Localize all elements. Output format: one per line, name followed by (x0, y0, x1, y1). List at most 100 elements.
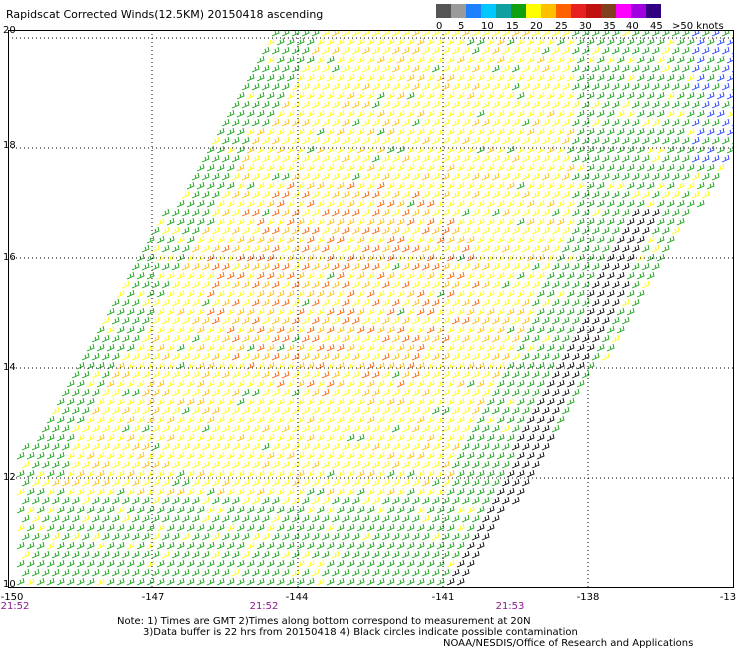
wind-barb (296, 307, 305, 316)
wind-barb (56, 523, 65, 532)
wind-barb (321, 208, 330, 217)
wind-barb (336, 541, 345, 550)
wind-barb (456, 145, 465, 154)
wind-barb (346, 55, 355, 64)
wind-barb (556, 379, 565, 388)
wind-barb (221, 532, 230, 541)
legend-swatch-1 (436, 4, 451, 18)
wind-barb (461, 136, 470, 145)
wind-barb (531, 46, 540, 55)
wind-barb (311, 64, 320, 73)
wind-barb (506, 163, 515, 172)
wind-barb (461, 442, 470, 451)
wind-barb (466, 37, 475, 46)
wind-barb (226, 379, 235, 388)
wind-barb (546, 199, 555, 208)
wind-barb (151, 424, 160, 433)
wind-barb (526, 73, 535, 82)
wind-barb (621, 82, 630, 91)
wind-barb (101, 442, 110, 451)
wind-barb (236, 235, 245, 244)
wind-barb (256, 163, 265, 172)
wind-barb (241, 568, 250, 577)
wind-barb (711, 46, 720, 55)
wind-barb (81, 352, 90, 361)
wind-barb (271, 64, 280, 73)
wind-barb (511, 154, 520, 163)
wind-barb (276, 325, 285, 334)
wind-barb (641, 136, 650, 145)
wind-barb (556, 271, 565, 280)
wind-barb (456, 199, 465, 208)
wind-barb (136, 469, 145, 478)
wind-barb (351, 514, 360, 523)
wind-barb (641, 118, 650, 127)
lat-lon-grid (8, 30, 734, 588)
wind-barb (651, 226, 660, 235)
wind-barb (316, 145, 325, 154)
wind-barb (246, 109, 255, 118)
wind-barb (356, 487, 365, 496)
wind-barb (321, 550, 330, 559)
wind-barb (201, 514, 210, 523)
wind-barb (691, 136, 700, 145)
wind-barb (561, 388, 570, 397)
wind-barb (241, 244, 250, 253)
wind-barb (176, 343, 185, 352)
wind-barb (611, 136, 620, 145)
wind-barb (181, 442, 190, 451)
wind-barb (531, 118, 540, 127)
wind-barb (666, 145, 675, 154)
wind-barb (431, 136, 440, 145)
wind-barb (611, 280, 620, 289)
wind-barb (526, 307, 535, 316)
wind-barb (286, 343, 295, 352)
wind-barb (396, 325, 405, 334)
wind-barb (501, 352, 510, 361)
wind-barb (446, 217, 455, 226)
wind-barb (281, 388, 290, 397)
wind-barb (296, 127, 305, 136)
wind-barb (651, 64, 660, 73)
wind-barb (261, 226, 270, 235)
wind-barb (121, 424, 130, 433)
wind-barb (571, 352, 580, 361)
wind-barb (486, 73, 495, 82)
wind-barb (281, 262, 290, 271)
wind-barb (141, 532, 150, 541)
wind-barb (366, 109, 375, 118)
wind-barb (531, 460, 540, 469)
wind-barb (236, 181, 245, 190)
wind-barb (641, 100, 650, 109)
wind-barb (386, 235, 395, 244)
wind-barb (371, 118, 380, 127)
wind-barb (261, 388, 270, 397)
wind-barb (661, 100, 670, 109)
wind-barb (691, 172, 700, 181)
wind-barb (181, 460, 190, 469)
wind-barb (536, 181, 545, 190)
wind-barb (256, 487, 265, 496)
wind-barb (596, 163, 605, 172)
wind-barb (501, 478, 510, 487)
wind-barb (196, 451, 205, 460)
wind-barb (396, 307, 405, 316)
wind-barb (131, 298, 140, 307)
wind-barb (511, 244, 520, 253)
wind-barb (261, 478, 270, 487)
wind-barb (411, 514, 420, 523)
wind-barb (476, 451, 485, 460)
lon-label-144: -144 (285, 592, 309, 603)
wind-barb (51, 406, 60, 415)
wind-barb (336, 91, 345, 100)
wind-barb (696, 181, 705, 190)
wind-barb (456, 37, 465, 46)
wind-barb (386, 109, 395, 118)
wind-barb (81, 496, 90, 505)
wind-barb (546, 271, 555, 280)
wind-barb (161, 496, 170, 505)
wind-barb (346, 577, 355, 586)
wind-barb (426, 433, 435, 442)
wind-barb (286, 541, 295, 550)
wind-barb (481, 262, 490, 271)
